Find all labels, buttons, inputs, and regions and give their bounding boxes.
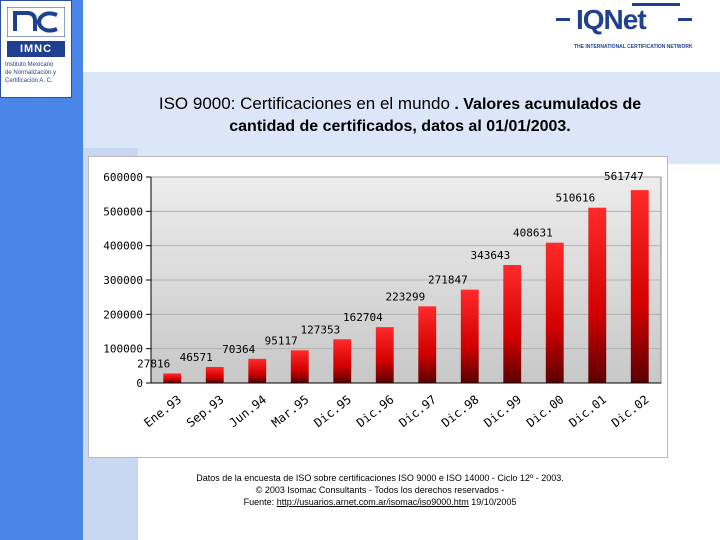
data-label: 271847	[428, 274, 468, 287]
y-tick-label: 100000	[103, 343, 143, 356]
imnc-logo-text: IMNC	[7, 41, 65, 57]
x-tick-label: Sep.93	[184, 392, 227, 430]
imnc-logo-subtitle: Instituto Mexicano de Normalización y Ce…	[5, 61, 69, 85]
x-tick-label: Dic.97	[396, 392, 439, 430]
iqnet-tagline: THE INTERNATIONAL CERTIFICATION NETWORK	[574, 44, 693, 50]
data-label: 27816	[137, 357, 170, 370]
bar	[588, 207, 607, 383]
bar	[545, 242, 564, 383]
y-tick-label: 300000	[103, 274, 143, 287]
bar	[503, 265, 522, 383]
data-label: 162704	[343, 311, 383, 324]
iqnet-logo: IQNet THE INTERNATIONAL CERTIFICATION NE…	[548, 0, 720, 72]
data-label: 46571	[180, 351, 213, 364]
y-tick-label: 600000	[103, 171, 143, 184]
footer-line2: © 2003 Isomac Consultants - Todos los de…	[255, 485, 505, 495]
y-tick-label: 400000	[103, 240, 143, 253]
iqnet-logo-text: IQNet	[576, 4, 647, 35]
x-tick-label: Dic.00	[524, 392, 567, 430]
x-tick-label: Dic.96	[354, 392, 397, 430]
title-line2: cantidad de certificados, datos al 01/01…	[229, 118, 571, 135]
iqnet-dash-left	[556, 18, 570, 21]
header-band	[83, 72, 720, 164]
bar	[248, 358, 267, 383]
page-title: ISO 9000: Certificaciones en el mundo . …	[90, 94, 710, 136]
data-label: 510616	[556, 192, 596, 205]
bar	[418, 306, 437, 383]
footer-line3: Fuente: http://usuarios.arnet.com.ar/iso…	[140, 496, 620, 508]
x-tick-label: Dic.98	[439, 392, 482, 430]
data-label: 408631	[513, 227, 553, 240]
bar	[460, 289, 479, 383]
x-tick-label: Dic.01	[566, 392, 609, 430]
data-label: 343643	[471, 249, 511, 262]
imnc-emblem-icon	[7, 7, 65, 37]
bar	[290, 350, 309, 383]
footer-source: Datos de la encuesta de ISO sobre certif…	[140, 472, 620, 508]
data-label: 561747	[604, 170, 644, 183]
title-line1-main: ISO 9000: Certificaciones en el mundo	[158, 94, 450, 113]
iqnet-dash-top	[632, 3, 680, 6]
data-label: 95117	[265, 334, 298, 347]
y-tick-label: 0	[136, 377, 143, 390]
x-tick-label: Dic.02	[609, 392, 652, 430]
y-tick-label: 200000	[103, 308, 143, 321]
imnc-logo: IMNC Instituto Mexicano de Normalización…	[0, 0, 72, 98]
bar-chart: 0 100000 200000 300000 400000 500000 600000 278…	[88, 156, 668, 458]
footer-source-link[interactable]: http://usuarios.arnet.com.ar/isomac/iso9…	[276, 497, 469, 507]
y-tick-label: 500000	[103, 205, 143, 218]
data-label: 70364	[222, 343, 255, 356]
chart-svg: 0 100000 200000 300000 400000 500000 600000 278…	[103, 170, 662, 430]
bar	[375, 327, 394, 383]
bar	[333, 339, 352, 383]
x-tick-label: Dic.95	[311, 392, 354, 430]
bar	[163, 373, 182, 383]
x-tick-label: Ene.93	[141, 392, 184, 430]
iqnet-dash-right	[678, 18, 692, 21]
footer-date: 19/10/2005	[471, 497, 517, 507]
bar	[205, 367, 224, 383]
data-label: 223299	[386, 290, 426, 303]
imnc-subtitle-line: Certificación A. C.	[5, 78, 53, 84]
footer-source-label: Fuente:	[243, 497, 275, 507]
imnc-subtitle-line: de Normalización y	[5, 70, 57, 76]
imnc-subtitle-line: Instituto Mexicano	[5, 62, 54, 68]
bar	[630, 190, 649, 383]
footer-line1: Datos de la encuesta de ISO sobre certif…	[196, 473, 564, 483]
data-label: 127353	[301, 323, 341, 336]
x-tick-label: Mar.95	[269, 392, 312, 430]
x-tick-label: Jun.94	[226, 392, 269, 430]
x-tick-label: Dic.99	[481, 392, 524, 430]
title-line1-rest: . Valores acumulados de	[454, 96, 642, 113]
